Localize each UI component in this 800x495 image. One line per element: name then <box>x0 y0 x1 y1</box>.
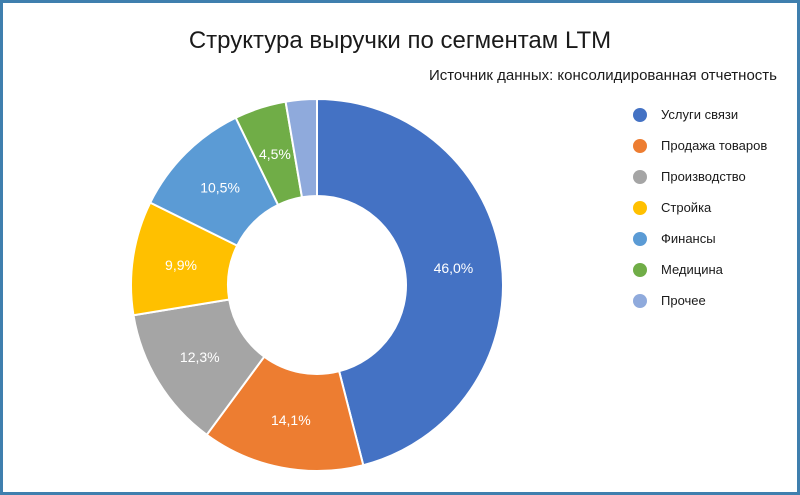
legend-label: Услуги связи <box>661 107 739 122</box>
data-label-стройка: 9,9% <box>165 257 197 273</box>
chart-subtitle: Источник данных: консолидированная отчет… <box>428 67 777 84</box>
data-label-медицина: 4,5% <box>259 146 291 162</box>
legend-item-прочее: Прочее <box>633 285 767 316</box>
donut-slice-прочее <box>284 98 318 199</box>
legend-item-стройка: Стройка <box>633 192 767 223</box>
legend-label: Прочее <box>661 293 706 308</box>
legend-swatch <box>633 200 647 215</box>
legend-item-услуги-связи: Услуги связи <box>633 99 767 130</box>
legend-swatch <box>633 231 647 246</box>
legend-swatch <box>633 138 647 153</box>
legend-label: Продажа товаров <box>661 138 768 153</box>
data-label-услуги-связи: 46,0% <box>434 260 474 276</box>
legend-label: Финансы <box>661 231 716 246</box>
data-label-финансы: 10,5% <box>200 179 240 195</box>
legend-item-производство: Производство <box>633 161 767 192</box>
legend-swatch <box>633 107 647 122</box>
legend-label: Стройка <box>661 200 712 215</box>
legend-swatch <box>633 262 647 277</box>
data-label-производство: 12,3% <box>180 349 220 365</box>
legend-item-медицина: Медицина <box>633 254 767 285</box>
donut-slice-услуги-связи <box>316 98 504 467</box>
legend-label: Медицина <box>661 262 723 277</box>
legend-swatch <box>633 293 647 308</box>
chart-title: Структура выручки по сегментам LTM <box>188 27 612 54</box>
legend: Услуги связи Продажа товаров Производство С… <box>633 99 767 316</box>
legend-label: Производство <box>661 169 746 184</box>
legend-swatch <box>633 169 647 184</box>
data-label-продажа-товаров: 14,1% <box>271 412 311 428</box>
legend-item-финансы: Финансы <box>633 223 767 254</box>
legend-item-продажа-товаров: Продажа товаров <box>633 130 767 161</box>
donut-chart: 46,0% 14,1% 12,3% 9,9% 10,5% 4,5% <box>130 98 504 472</box>
